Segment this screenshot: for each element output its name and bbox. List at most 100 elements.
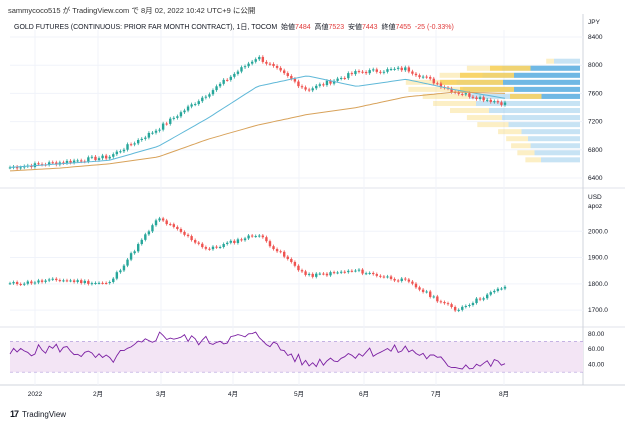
usd-candle-body xyxy=(293,261,297,266)
jpy-candle-body xyxy=(226,79,229,81)
usd-price-pane[interactable] xyxy=(8,216,507,313)
usd-candle-body xyxy=(347,270,350,273)
jpy-candle-body xyxy=(400,67,403,71)
usd-candle-body xyxy=(386,276,389,278)
jpy-tick-label: 8000 xyxy=(588,62,603,69)
footer-brand: TradingView xyxy=(22,409,67,419)
jpy-tick-label: 7600 xyxy=(588,90,603,97)
jpy-candle-body xyxy=(279,67,282,71)
jpy-candle-body xyxy=(261,56,265,62)
usd-candle-body xyxy=(336,272,339,274)
jpy-candle-body xyxy=(304,87,307,90)
usd-candle-body xyxy=(40,280,44,282)
jpy-candle-body xyxy=(87,157,90,162)
usd-candle-body xyxy=(272,246,275,250)
usd-candle-body xyxy=(55,278,58,281)
jpy-candle-body xyxy=(404,67,407,71)
usd-candle-body xyxy=(247,235,250,239)
usd-subunit-label: apoz xyxy=(588,203,602,210)
usd-candle-body xyxy=(482,298,485,300)
vp-bar-yellow-strong xyxy=(460,72,514,78)
usd-tick-label: 1900.0 xyxy=(588,255,608,262)
symbol-name[interactable]: GOLD FUTURES (CONTINUOUS: PRIOR FAR MONT… xyxy=(14,24,278,31)
usd-candle-body xyxy=(414,283,418,288)
publish-header: sammycoco515 が TradingView.com で 8月 02, … xyxy=(8,6,256,15)
jpy-candle-body xyxy=(300,86,304,88)
usd-candle-body xyxy=(290,258,293,262)
rsi-pane[interactable] xyxy=(9,331,583,373)
jpy-candle-body xyxy=(464,93,468,95)
usd-candle-body xyxy=(62,280,65,282)
jpy-candle-body xyxy=(229,76,232,80)
jpy-candle-body xyxy=(372,69,375,71)
jpy-candle-body xyxy=(368,70,371,74)
jpy-tick-label: 7200 xyxy=(588,119,603,126)
usd-candle-body xyxy=(76,280,79,282)
usd-candle-body xyxy=(151,225,154,232)
x-tick-label: 4月 xyxy=(228,390,238,398)
jpy-candle-body xyxy=(201,97,204,102)
jpy-candle-body xyxy=(354,71,357,75)
usd-candle-body xyxy=(69,280,72,282)
x-tick-label: 2022 xyxy=(28,391,43,398)
usd-candle-body xyxy=(411,281,414,284)
usd-candle-body xyxy=(396,280,400,282)
usd-candle-body xyxy=(19,284,22,286)
usd-candle-body xyxy=(126,259,129,266)
usd-candle-body xyxy=(243,238,247,241)
jpy-candle-body xyxy=(325,80,329,86)
usd-candle-body xyxy=(201,243,204,248)
jpy-candle-body xyxy=(176,116,179,118)
x-tick-label: 2月 xyxy=(93,390,103,398)
usd-candle-body xyxy=(404,278,407,280)
jpy-candle-body xyxy=(471,96,475,98)
usd-candle-body xyxy=(12,282,15,284)
vp-bar-yellow-strong xyxy=(490,65,531,71)
usd-candle-body xyxy=(58,280,62,282)
jpy-candle-body xyxy=(183,110,186,113)
jpy-candle-body xyxy=(297,81,300,87)
usd-candle-body xyxy=(112,278,115,283)
jpy-candle-body xyxy=(382,71,386,73)
usd-candle-body xyxy=(379,275,382,277)
usd-candle-body xyxy=(161,218,165,221)
usd-candle-body xyxy=(250,235,254,237)
usd-candle-body xyxy=(432,296,435,298)
jpy-price-pane[interactable] xyxy=(8,55,507,172)
jpy-candle-body xyxy=(108,156,111,159)
volume-profile xyxy=(405,58,580,163)
usd-candle-body xyxy=(23,283,26,285)
jpy-candle-body xyxy=(161,123,165,130)
jpy-candle-body xyxy=(190,104,193,107)
jpy-candle-body xyxy=(215,86,218,91)
vp-bar-yellow xyxy=(405,79,457,85)
jpy-candle-body xyxy=(137,139,140,144)
vp-bar-blue xyxy=(554,58,580,64)
usd-candle-body xyxy=(503,286,507,289)
usd-candle-body xyxy=(44,280,47,282)
usd-candle-body xyxy=(332,272,336,274)
jpy-candle-body xyxy=(500,102,503,105)
vp-bar-blue-strong xyxy=(514,86,580,92)
jpy-candle-body xyxy=(461,93,464,95)
usd-candle-body xyxy=(382,276,386,278)
jpy-candle-body xyxy=(457,92,460,94)
axes-layer: 2022 2月 3月 4月 5月 6月 7月 8月 8400 8000 7600 7200 6800 64… xyxy=(28,19,609,398)
jpy-candle-body xyxy=(254,59,257,62)
jpy-candle-body xyxy=(37,163,40,165)
usd-candle-body xyxy=(208,248,211,250)
usd-candle-body xyxy=(115,272,119,279)
jpy-candle-body xyxy=(51,162,54,164)
vp-bar-yellow xyxy=(408,86,463,92)
jpy-candle-body xyxy=(503,102,507,105)
jpy-candle-body xyxy=(318,84,322,86)
high-label: 高値 xyxy=(314,24,329,31)
usd-candle-body xyxy=(325,273,329,276)
open-value: 7484 xyxy=(295,24,311,31)
usd-candle-body xyxy=(261,235,265,238)
usd-candle-body xyxy=(418,287,421,290)
change-value: -25 (-0.33%) xyxy=(414,24,454,31)
jpy-candle-body xyxy=(169,118,172,124)
vp-bar-yellow xyxy=(511,143,531,149)
